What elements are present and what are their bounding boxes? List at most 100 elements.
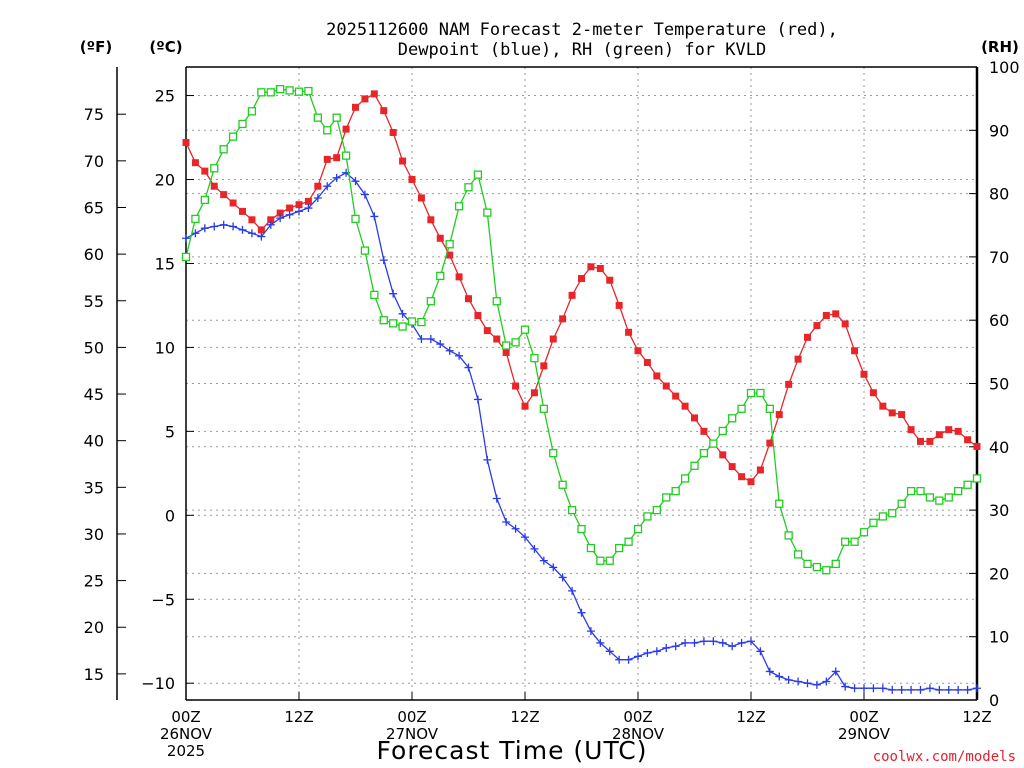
rh-point [502, 341, 511, 350]
temperature-point [361, 95, 369, 103]
rh-point [464, 183, 473, 192]
rh-point [680, 474, 690, 483]
series-rh [181, 85, 982, 575]
rh-point [257, 88, 266, 97]
x-tick-label: 12Z [510, 708, 539, 726]
x-tick-label: 00Z [397, 708, 426, 726]
dewpoint-point [841, 682, 850, 691]
rh-point [351, 214, 360, 224]
dewpoint-point [530, 544, 539, 553]
dewpoint-point [247, 229, 256, 238]
temperature-point [738, 473, 746, 481]
temperature-point [643, 359, 651, 367]
rh-point [567, 505, 577, 515]
celsius-unit-label: (ºC) [149, 38, 182, 56]
temperature-point [502, 348, 510, 356]
temperature-point [286, 204, 294, 212]
rh-tick-label: 70 [989, 248, 1009, 267]
temperature-point [700, 427, 708, 435]
temperature-point [248, 216, 256, 224]
dewpoint-point [699, 637, 708, 646]
dewpoint-point [351, 177, 360, 186]
temperature-point [314, 182, 322, 190]
dewpoint-point [473, 395, 482, 404]
axes: 757065605550454035302520152520151050−5−1… [84, 58, 1020, 760]
dewpoint-point [718, 638, 727, 647]
rh-point [878, 512, 887, 521]
rh-point [577, 524, 586, 534]
fahrenheit-tick-label: 15 [84, 665, 104, 684]
dewpoint-point [907, 685, 916, 694]
x-tick-label: 12Z [962, 708, 991, 726]
rh-point [341, 151, 351, 160]
temperature-point [898, 411, 906, 419]
rh-point [238, 119, 247, 129]
rh-point [492, 297, 501, 306]
rh-point [756, 388, 765, 398]
temperature-point [370, 90, 378, 98]
rh-point [520, 325, 530, 334]
dewpoint-point [229, 222, 238, 231]
temperature-point [587, 263, 595, 271]
rh-point [323, 126, 332, 135]
temperature-point [634, 347, 642, 355]
temperature-point [813, 322, 821, 330]
rh-point [709, 439, 718, 448]
x-tick-label: 00Z [849, 708, 878, 726]
dewpoint-point [803, 679, 812, 688]
dewpoint-point [615, 655, 624, 664]
rh-tick-label: 40 [989, 438, 1009, 457]
temperature-point [436, 234, 444, 242]
rh-point [671, 486, 680, 496]
dewpoint-point [483, 455, 492, 464]
temperature-point [323, 155, 331, 163]
rh-point [200, 195, 209, 205]
dewpoint-point [304, 204, 313, 213]
rh-point [285, 86, 294, 95]
rh-point [803, 559, 812, 569]
dewpoint-point [360, 190, 369, 199]
dewpoint-point [511, 524, 520, 533]
rh-point [332, 113, 341, 122]
dewpoint-point [219, 220, 228, 229]
temperature-point [465, 295, 472, 303]
fahrenheit-tick-label: 55 [84, 292, 104, 311]
rh-point [822, 566, 831, 575]
dewpoint-point [200, 224, 209, 233]
rh-point [276, 85, 285, 94]
rh-point [944, 493, 953, 502]
rh-point [313, 113, 322, 122]
temperature-point [653, 372, 661, 380]
rh-point [963, 480, 972, 489]
temperature-point [512, 382, 520, 390]
rh-point [859, 528, 869, 537]
dewpoint-point [266, 220, 275, 229]
dewpoint-point [897, 685, 906, 694]
rh-point [304, 86, 313, 96]
dewpoint-point [671, 642, 680, 651]
rh-point [897, 499, 906, 508]
celsius-tick-label: 5 [165, 422, 175, 441]
temperature-point [804, 333, 811, 341]
rh-tick-label: 10 [989, 628, 1009, 647]
rh-point [699, 448, 709, 458]
temperature-point [794, 355, 802, 363]
rh-tick-label: 30 [989, 501, 1009, 520]
rh-point [765, 404, 774, 413]
temperature-point [483, 327, 491, 335]
dewpoint-point [577, 608, 586, 617]
x-tick-label: 00Z [171, 708, 200, 726]
rh-point [228, 132, 238, 141]
temperature-point [662, 382, 670, 390]
dewpoint-point [643, 648, 652, 657]
temperature-point [954, 427, 962, 435]
rh-point [454, 202, 464, 211]
rh-point [737, 404, 746, 413]
temperature-point [191, 159, 199, 167]
dewpoint-point [370, 212, 379, 221]
temperature-point [399, 157, 407, 165]
dewpoint-point [709, 637, 718, 646]
temperature-point [879, 402, 887, 410]
temperature-point [860, 370, 868, 378]
series-temperature [182, 90, 981, 486]
